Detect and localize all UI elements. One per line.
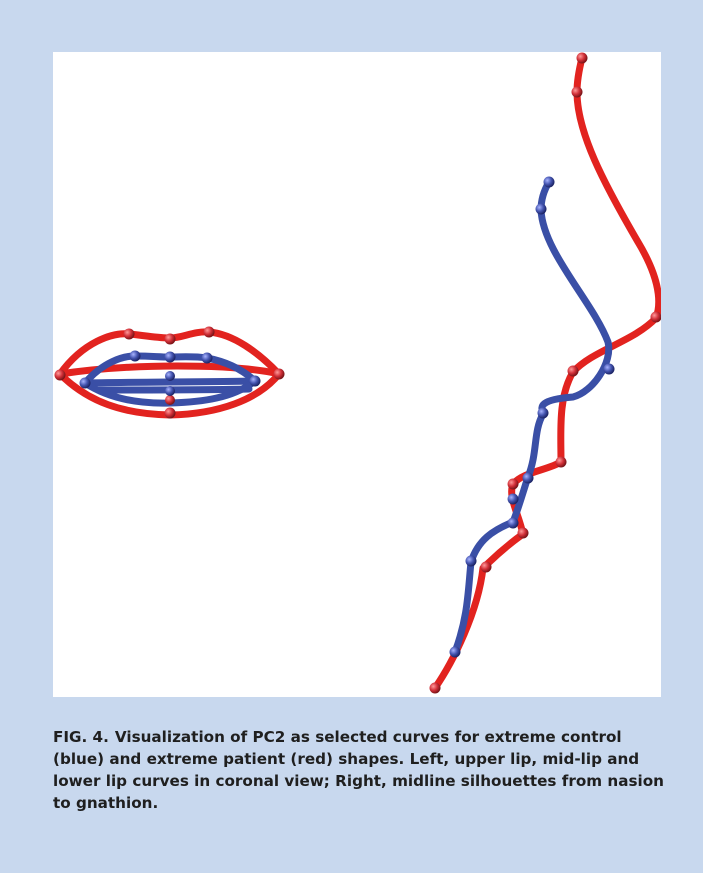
landmark-patient [273,368,285,380]
landmark-control [165,386,175,396]
landmark-patient [123,328,135,340]
landmark-patient [429,682,441,694]
pc2-curves-figure [54,52,661,694]
figure-label: FIG. 4. [53,728,109,746]
control-mid-lip-curve-1 [81,377,259,387]
landmark-control [507,517,519,529]
landmark-control [603,363,615,375]
landmark-patient [567,365,579,377]
landmark-patient [203,326,215,338]
landmark-control [522,472,534,484]
landmark-control [165,371,175,381]
landmark-patient [517,527,529,539]
landmark-control [79,377,91,389]
landmark-patient [507,478,519,490]
patient-midline-silhouette [431,54,661,692]
landmark-control [543,176,555,188]
control-landmarks [79,176,615,658]
landmark-patient [480,561,492,573]
landmark-control [164,351,176,363]
landmark-patient [650,311,661,323]
landmark-patient [165,395,175,405]
landmark-patient [54,369,66,381]
landmark-control [201,352,213,364]
landmark-control [507,493,519,505]
landmark-control [129,350,141,362]
landmark-patient [571,86,583,98]
landmark-control [535,203,547,215]
figure-panel [53,52,661,697]
landmark-control [537,407,549,419]
figure-caption: FIG. 4. Visualization of PC2 as selected … [53,726,673,814]
patient-landmarks [54,52,661,694]
landmark-patient [164,333,176,345]
landmark-control [465,555,477,567]
landmark-patient [576,52,588,64]
landmark-patient [164,407,176,419]
landmark-control [249,375,261,387]
landmark-control [449,646,461,658]
figure-caption-text: Visualization of PC2 as selected curves … [53,728,664,812]
landmark-patient [555,456,567,468]
